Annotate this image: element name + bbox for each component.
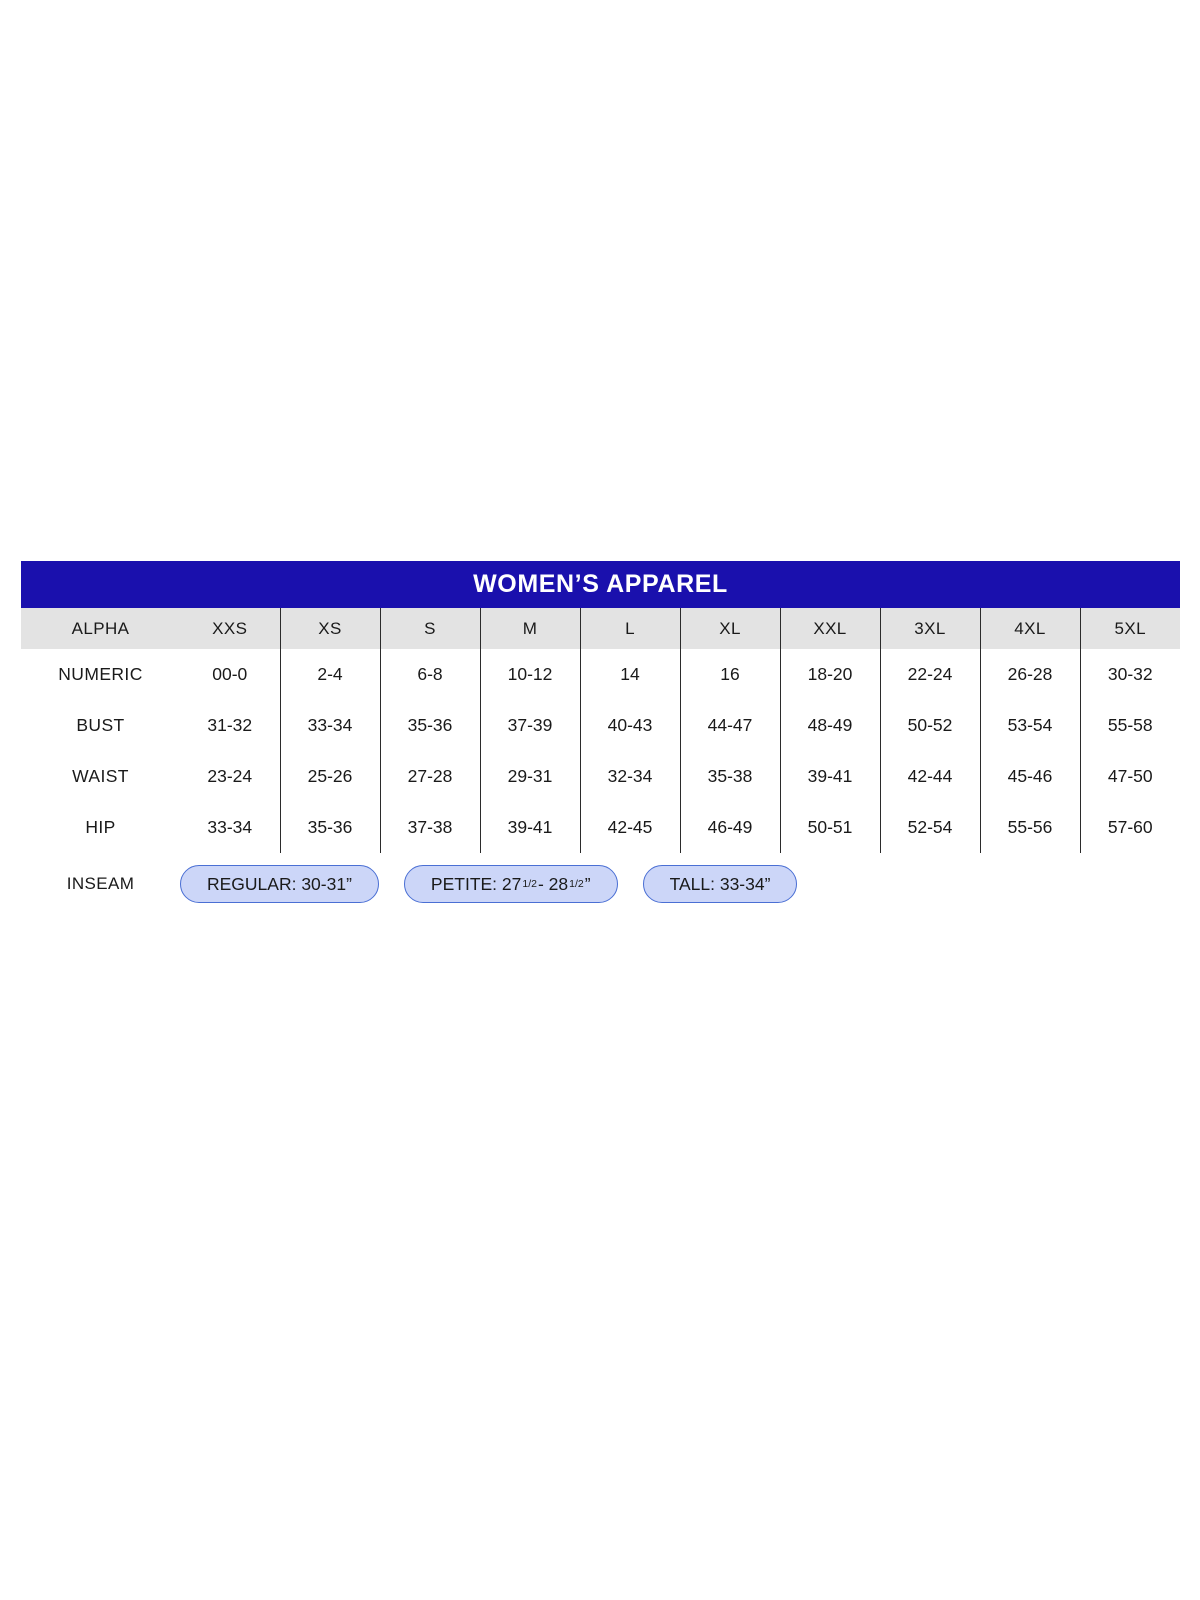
cell-numeric-3xl: 22-24 <box>880 649 981 700</box>
row-label-waist: WAIST <box>21 751 180 802</box>
row-label-bust: BUST <box>21 700 180 751</box>
cell-numeric-s: 6-8 <box>380 649 481 700</box>
cell-hip-xxl: 50-51 <box>780 802 881 853</box>
column-header-xs: XS <box>280 608 381 649</box>
cell-hip-l: 42-45 <box>580 802 681 853</box>
inseam-row: INSEAM REGULAR: 30-31” PETITE: 27 1/2 - 2… <box>21 853 1180 915</box>
table-header-row: ALPHA XXS XS S M L XL XXL 3XL 4XL 5XL <box>21 608 1180 649</box>
inseam-pill-regular[interactable]: REGULAR: 30-31” <box>180 865 379 903</box>
chart-title: WOMEN’S APPAREL <box>473 570 728 598</box>
cell-numeric-l: 14 <box>580 649 681 700</box>
cell-waist-xxl: 39-41 <box>780 751 881 802</box>
row-label-numeric: NUMERIC <box>21 649 180 700</box>
cell-waist-xxs: 23-24 <box>180 751 281 802</box>
cell-bust-s: 35-36 <box>380 700 481 751</box>
inseam-pill-group: REGULAR: 30-31” PETITE: 27 1/2 - 28 1/2” T… <box>180 865 1180 903</box>
size-table: ALPHA XXS XS S M L XL XXL 3XL 4XL 5XL NU… <box>21 608 1180 915</box>
cell-bust-l: 40-43 <box>580 700 681 751</box>
cell-bust-3xl: 50-52 <box>880 700 981 751</box>
row-label-inseam: INSEAM <box>21 853 180 915</box>
cell-numeric-xxl: 18-20 <box>780 649 881 700</box>
column-header-l: L <box>580 608 681 649</box>
column-header-xxs: XXS <box>180 608 281 649</box>
cell-waist-xs: 25-26 <box>280 751 381 802</box>
cell-numeric-xxs: 00-0 <box>180 649 281 700</box>
cell-numeric-xs: 2-4 <box>280 649 381 700</box>
cell-hip-3xl: 52-54 <box>880 802 981 853</box>
table-row: WAIST 23-24 25-26 27-28 29-31 32-34 35-3… <box>21 751 1180 802</box>
inseam-tall-label: TALL: 33-34” <box>669 873 771 894</box>
cell-bust-5xl: 55-58 <box>1080 700 1180 751</box>
cell-bust-xs: 33-34 <box>280 700 381 751</box>
cell-numeric-4xl: 26-28 <box>980 649 1081 700</box>
inseam-petite-label: PETITE: 27 <box>430 873 522 894</box>
inseam-pill-tall[interactable]: TALL: 33-34” <box>642 865 798 903</box>
column-header-4xl: 4XL <box>980 608 1081 649</box>
cell-numeric-5xl: 30-32 <box>1080 649 1180 700</box>
cell-numeric-m: 10-12 <box>480 649 581 700</box>
table-row: NUMERIC 00-0 2-4 6-8 10-12 14 16 18-20 2… <box>21 649 1180 700</box>
column-header-s: S <box>380 608 481 649</box>
table-row: HIP 33-34 35-36 37-38 39-41 42-45 46-49 … <box>21 802 1180 853</box>
cell-hip-xxs: 33-34 <box>180 802 281 853</box>
cell-numeric-xl: 16 <box>680 649 781 700</box>
inseam-regular-label: REGULAR: 30-31” <box>207 873 352 894</box>
cell-bust-4xl: 53-54 <box>980 700 1081 751</box>
cell-waist-3xl: 42-44 <box>880 751 981 802</box>
inseam-pill-petite[interactable]: PETITE: 27 1/2 - 28 1/2” <box>403 865 618 903</box>
cell-hip-5xl: 57-60 <box>1080 802 1180 853</box>
cell-hip-s: 37-38 <box>380 802 481 853</box>
cell-waist-xl: 35-38 <box>680 751 781 802</box>
cell-bust-m: 37-39 <box>480 700 581 751</box>
table-row: BUST 31-32 33-34 35-36 37-39 40-43 44-47… <box>21 700 1180 751</box>
inseam-petite-unit-mark: ” <box>584 873 591 894</box>
inseam-petite-separator: - 28 <box>537 873 569 894</box>
column-header-5xl: 5XL <box>1080 608 1180 649</box>
cell-waist-s: 27-28 <box>380 751 481 802</box>
cell-waist-5xl: 47-50 <box>1080 751 1180 802</box>
column-header-3xl: 3XL <box>880 608 981 649</box>
header-row-label: ALPHA <box>21 608 180 649</box>
column-header-xl: XL <box>680 608 781 649</box>
column-header-xxl: XXL <box>780 608 881 649</box>
cell-bust-xl: 44-47 <box>680 700 781 751</box>
cell-waist-4xl: 45-46 <box>980 751 1081 802</box>
size-chart: WOMEN’S APPAREL ALPHA XXS XS S M L <box>21 561 1180 915</box>
cell-waist-m: 29-31 <box>480 751 581 802</box>
cell-hip-m: 39-41 <box>480 802 581 853</box>
inseam-options: REGULAR: 30-31” PETITE: 27 1/2 - 28 1/2” T… <box>180 853 1180 915</box>
cell-waist-l: 32-34 <box>580 751 681 802</box>
cell-hip-xs: 35-36 <box>280 802 381 853</box>
cell-bust-xxl: 48-49 <box>780 700 881 751</box>
chart-title-band: WOMEN’S APPAREL <box>21 561 1180 608</box>
cell-bust-xxs: 31-32 <box>180 700 281 751</box>
cell-hip-4xl: 55-56 <box>980 802 1081 853</box>
row-label-hip: HIP <box>21 802 180 853</box>
cell-hip-xl: 46-49 <box>680 802 781 853</box>
column-header-m: M <box>480 608 581 649</box>
